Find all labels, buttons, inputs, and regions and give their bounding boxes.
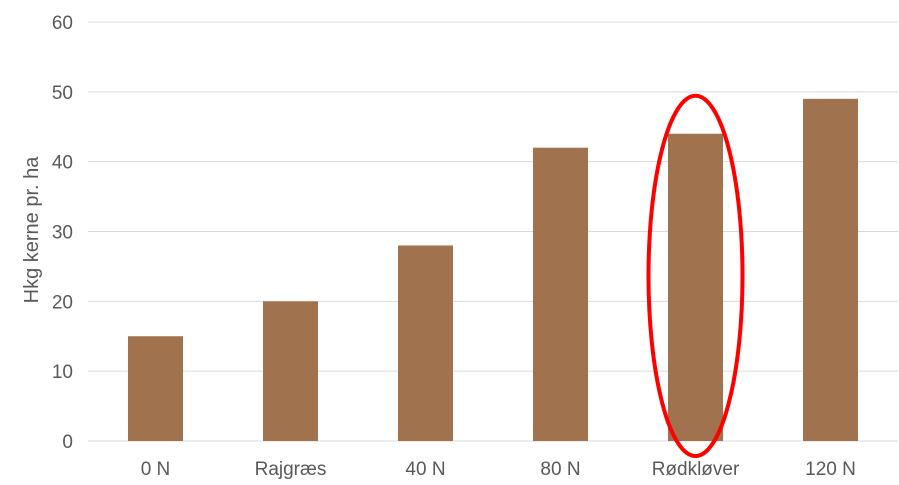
bar-0-n [128,336,183,441]
y-tick-label: 50 [52,83,73,104]
gridlines [88,21,898,442]
x-tick-label: 0 N [141,459,171,480]
y-tick-label: 20 [52,292,73,313]
bar-80-n [533,147,588,441]
x-tick-label: 80 N [540,459,580,480]
y-tick-label: 40 [52,153,73,174]
highlight-layer [646,93,745,458]
y-tick-label: 10 [52,362,73,383]
bar-40-n [398,245,453,441]
x-tick-label: 40 N [405,459,445,480]
x-tick-label: Rødkløver [652,459,740,480]
y-tick-label: 0 [62,432,73,453]
y-axis-ticks: 0 10 20 30 40 50 60 [52,13,73,453]
highlight-ellipse [646,93,745,458]
y-axis-label: Hkg kerne pr. ha [21,156,43,304]
bar-r-dkl-ver [668,133,723,441]
bar-rajgr-s [263,301,318,441]
y-tick-label: 30 [52,223,73,244]
y-tick-label: 60 [52,13,73,34]
x-axis-ticks: 0 N Rajgræs 40 N 80 N Rødkløver 120 N [141,459,856,480]
x-tick-label: 120 N [805,459,856,480]
bars [128,98,858,442]
x-tick-label: Rajgræs [255,459,327,480]
bar-120-n [803,98,858,442]
